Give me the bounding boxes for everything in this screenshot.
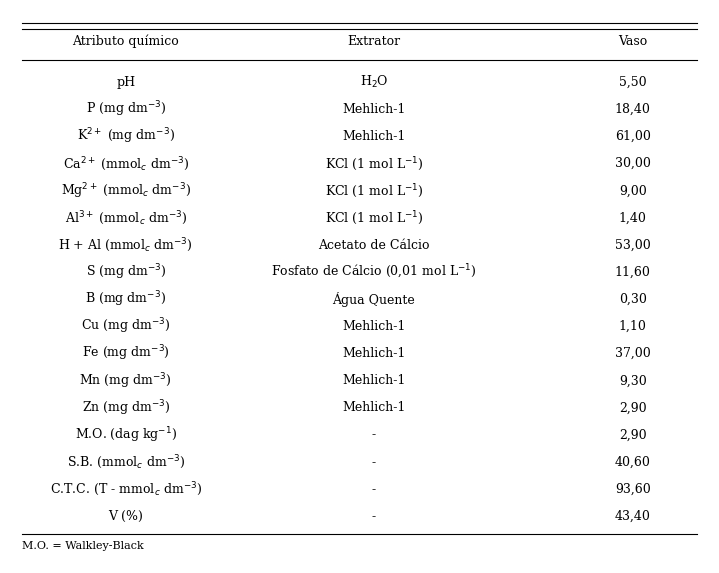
Text: Mehlich-1: Mehlich-1 (342, 347, 406, 360)
Text: H$_2$O: H$_2$O (360, 74, 388, 91)
Text: V (%): V (%) (109, 510, 143, 523)
Text: KCl (1 mol L$^{-1}$): KCl (1 mol L$^{-1}$) (324, 209, 423, 227)
Text: -: - (372, 456, 376, 469)
Text: S.B. (mmol$_c$ dm$^{-3}$): S.B. (mmol$_c$ dm$^{-3}$) (67, 453, 185, 471)
Text: Mn (mg dm$^{-3}$): Mn (mg dm$^{-3}$) (80, 371, 172, 391)
Text: 1,40: 1,40 (619, 211, 646, 225)
Text: P (mg dm$^{-3}$): P (mg dm$^{-3}$) (86, 100, 166, 119)
Text: Al$^{3+}$ (mmol$_c$ dm$^{-3}$): Al$^{3+}$ (mmol$_c$ dm$^{-3}$) (65, 209, 187, 227)
Text: 11,60: 11,60 (615, 266, 651, 278)
Text: K$^{2+}$ (mg dm$^{-3}$): K$^{2+}$ (mg dm$^{-3}$) (77, 127, 175, 146)
Text: 30,00: 30,00 (615, 157, 651, 170)
Text: Mehlich-1: Mehlich-1 (342, 402, 406, 414)
Text: 0,30: 0,30 (619, 293, 646, 306)
Text: -: - (372, 429, 376, 442)
Text: 43,40: 43,40 (615, 510, 651, 523)
Text: Mehlich-1: Mehlich-1 (342, 320, 406, 333)
Text: 53,00: 53,00 (615, 238, 651, 252)
Text: 40,60: 40,60 (615, 456, 651, 469)
Text: 1,10: 1,10 (619, 320, 646, 333)
Text: 2,90: 2,90 (619, 429, 646, 442)
Text: C.T.C. (T - mmol$_c$ dm$^{-3}$): C.T.C. (T - mmol$_c$ dm$^{-3}$) (50, 480, 202, 499)
Text: S (mg dm$^{-3}$): S (mg dm$^{-3}$) (86, 262, 166, 282)
Text: Água Quente: Água Quente (332, 292, 416, 307)
Text: 37,00: 37,00 (615, 347, 651, 360)
Text: KCl (1 mol L$^{-1}$): KCl (1 mol L$^{-1}$) (324, 182, 423, 200)
Text: pH: pH (116, 76, 135, 89)
Text: 5,50: 5,50 (619, 76, 646, 89)
Text: 61,00: 61,00 (615, 130, 651, 143)
Text: Cu (mg dm$^{-3}$): Cu (mg dm$^{-3}$) (81, 317, 170, 336)
Text: Zn (mg dm$^{-3}$): Zn (mg dm$^{-3}$) (81, 398, 170, 418)
Text: Extrator: Extrator (347, 35, 400, 48)
Text: M.O. = Walkley-Black: M.O. = Walkley-Black (22, 541, 143, 551)
Text: Mehlich-1: Mehlich-1 (342, 130, 406, 143)
Text: Ca$^{2+}$ (mmol$_c$ dm$^{-3}$): Ca$^{2+}$ (mmol$_c$ dm$^{-3}$) (63, 155, 189, 172)
Text: B (mg dm$^{-3}$): B (mg dm$^{-3}$) (86, 289, 166, 309)
Text: Mehlich-1: Mehlich-1 (342, 103, 406, 116)
Text: 9,30: 9,30 (619, 374, 646, 387)
Text: Fe (mg dm$^{-3}$): Fe (mg dm$^{-3}$) (82, 344, 170, 363)
Text: Mg$^{2+}$ (mmol$_c$ dm$^{-3}$): Mg$^{2+}$ (mmol$_c$ dm$^{-3}$) (61, 181, 191, 201)
Text: -: - (372, 510, 376, 523)
Text: Atributo químico: Atributo químico (73, 35, 179, 48)
Text: H + Al (mmol$_c$ dm$^{-3}$): H + Al (mmol$_c$ dm$^{-3}$) (58, 236, 193, 254)
Text: -: - (372, 483, 376, 496)
Text: Fosfato de Cálcio (0,01 mol L$^{-1}$): Fosfato de Cálcio (0,01 mol L$^{-1}$) (271, 263, 477, 281)
Text: 18,40: 18,40 (615, 103, 651, 116)
Text: 93,60: 93,60 (615, 483, 651, 496)
Text: Acetato de Cálcio: Acetato de Cálcio (318, 238, 430, 252)
Text: Mehlich-1: Mehlich-1 (342, 374, 406, 387)
Text: KCl (1 mol L$^{-1}$): KCl (1 mol L$^{-1}$) (324, 155, 423, 172)
Text: 9,00: 9,00 (619, 185, 646, 197)
Text: 2,90: 2,90 (619, 402, 646, 414)
Text: Vaso: Vaso (618, 35, 647, 48)
Text: M.O. (dag kg$^{-1}$): M.O. (dag kg$^{-1}$) (75, 425, 177, 445)
